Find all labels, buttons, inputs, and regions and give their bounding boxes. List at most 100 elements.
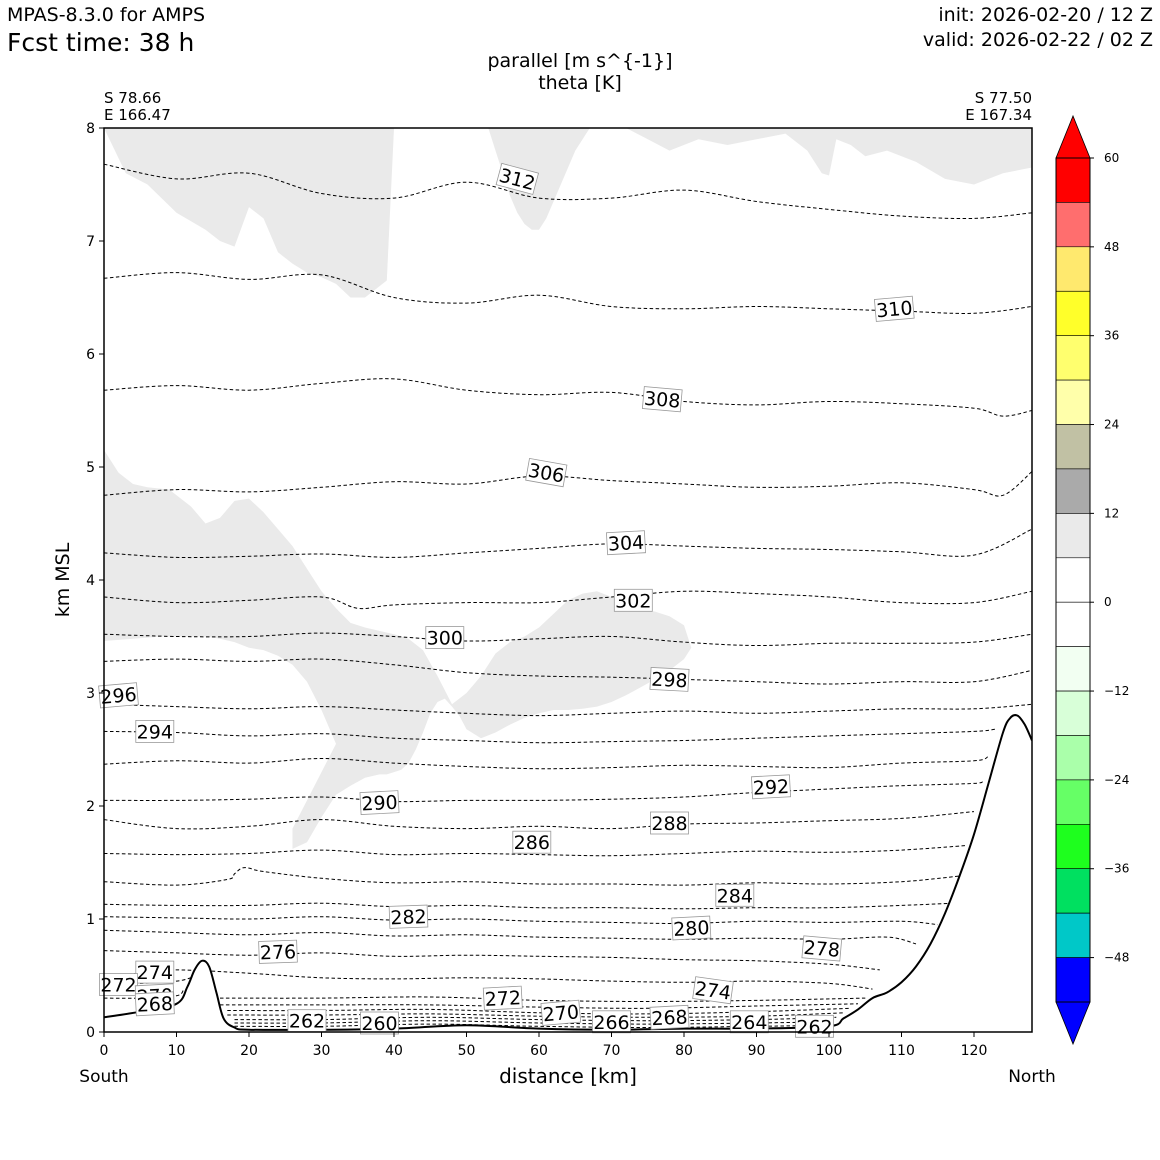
isentrope-296-20 — [104, 703, 1032, 717]
isentrope-304-24 — [104, 528, 1032, 559]
colorbar-segment-9 — [1055, 557, 1091, 603]
contour-label-text: 274 — [693, 978, 732, 1005]
contour-label-text: 300 — [427, 628, 463, 650]
contour-label-16: 280 — [671, 915, 712, 941]
contour-label-26: 268 — [649, 1004, 690, 1030]
left-direction-label: South — [79, 1067, 128, 1087]
contour-label-10: 292 — [751, 774, 791, 800]
colorbar-tick-label: 60 — [1104, 151, 1119, 165]
colorbar-segment-8 — [1055, 513, 1091, 559]
forecast-time: Fcst time: 38 h — [7, 28, 195, 57]
contour-label-8: 296 — [98, 682, 139, 709]
colorbar-segment-0 — [1055, 157, 1091, 203]
contour-label-29: 262 — [287, 1009, 327, 1033]
contour-label-text: 266 — [593, 1012, 629, 1034]
y-tick-label: 6 — [86, 347, 95, 363]
isentrope-278-11 — [104, 929, 917, 945]
wind-shade-upper-right — [626, 128, 1032, 185]
contour-label-9: 294 — [135, 720, 175, 743]
x-tick-label: 60 — [530, 1043, 548, 1059]
colorbar-segment-7 — [1055, 468, 1091, 514]
contour-label-text: 298 — [651, 668, 688, 692]
contour-label-text: 290 — [361, 792, 398, 816]
contour-label-27: 266 — [592, 1010, 631, 1034]
colorbar-extend-max — [1055, 114, 1091, 159]
x-tick-label: 10 — [168, 1043, 186, 1059]
x-tick-label: 110 — [888, 1043, 915, 1059]
x-tick-label: 0 — [100, 1043, 109, 1059]
contour-label-17: 278 — [801, 935, 843, 962]
x-axis-label: distance [km] — [499, 1064, 637, 1088]
colorbar-tick-label: −12 — [1104, 684, 1129, 698]
wind-shade-upper-left — [104, 128, 394, 298]
contour-label-text: 294 — [137, 721, 173, 743]
colorbar-segment-1 — [1055, 202, 1091, 248]
x-tick-label: 40 — [385, 1043, 403, 1059]
contour-label-text: 262 — [289, 1011, 325, 1033]
colorbar-tick-label: 24 — [1104, 418, 1119, 432]
left-end-lat: S 78.66 — [104, 89, 161, 107]
contour-label-24: 270 — [540, 999, 582, 1026]
colorbar-tick-label: 48 — [1104, 240, 1119, 254]
y-tick-label: 7 — [86, 234, 95, 250]
contour-label-text: 278 — [803, 937, 841, 962]
contour-label-text: 304 — [607, 532, 644, 556]
isentrope-286-15 — [104, 845, 967, 857]
contour-label-7: 298 — [649, 667, 690, 692]
isentrope-270-6 — [220, 1003, 859, 1009]
colorbar-segment-16 — [1055, 868, 1091, 914]
colorbar-segment-5 — [1055, 379, 1091, 425]
contour-label-text: 276 — [260, 941, 297, 964]
init-time: init: 2026-02-20 / 12 Z — [938, 4, 1153, 26]
y-tick-label: 3 — [86, 686, 95, 702]
colorbar-segment-12 — [1055, 690, 1091, 736]
isentrope-282-13 — [104, 902, 953, 910]
left-end-lon: E 166.47 — [104, 106, 171, 124]
contour-label-text: 280 — [673, 917, 710, 941]
isentrope-300-22 — [104, 632, 1032, 647]
isentrope-284-14 — [104, 867, 960, 886]
colorbar-segment-15 — [1055, 823, 1091, 869]
x-tick-label: 70 — [603, 1043, 621, 1059]
valid-time: valid: 2026-02-22 / 02 Z — [922, 29, 1153, 51]
colorbar-segment-18 — [1055, 957, 1091, 1003]
contour-label-text: 272 — [484, 987, 521, 1011]
right-direction-label: North — [1008, 1067, 1056, 1087]
colorbar-extend-min — [1055, 1001, 1091, 1046]
colorbar-segment-3 — [1055, 290, 1091, 336]
contour-label-text: 282 — [390, 906, 427, 929]
isentrope-276-10 — [104, 950, 880, 971]
contour-label-1: 310 — [873, 295, 915, 322]
contour-label-19: 274 — [135, 960, 175, 984]
contour-label-22: 272 — [482, 985, 523, 1011]
contour-label-text: 288 — [651, 813, 687, 835]
isentrope-312-28 — [104, 163, 1032, 220]
contour-label-14: 284 — [715, 883, 755, 907]
contour-label-13: 286 — [512, 830, 552, 854]
contour-label-text: 284 — [717, 885, 753, 907]
right-end-lat: S 77.50 — [975, 89, 1032, 107]
colorbar-segment-14 — [1055, 779, 1091, 825]
contour-label-text: 272 — [100, 975, 136, 997]
terrain-fill — [104, 715, 1032, 1032]
contour-label-text: 268 — [136, 993, 173, 1017]
x-tick-label: 80 — [675, 1043, 693, 1059]
x-tick-label: 90 — [748, 1043, 766, 1059]
colorbar-tick-label: −36 — [1104, 862, 1129, 876]
colorbar-frame — [1055, 157, 1091, 1003]
contour-label-text: 296 — [100, 684, 138, 709]
contour-label-text: 286 — [514, 832, 550, 854]
isentrope-294-19 — [104, 728, 996, 744]
isentrope-280-12 — [104, 916, 938, 926]
wind-shade-mid-left-plume — [104, 450, 692, 849]
contour-label-text: 260 — [361, 1013, 397, 1035]
x-tick-label: 50 — [458, 1043, 476, 1059]
contour-label-text: 268 — [651, 1006, 688, 1030]
colorbar-segment-6 — [1055, 424, 1091, 470]
y-tick-label: 8 — [86, 121, 95, 137]
contour-label-21: 272 — [99, 973, 138, 997]
contour-label-5: 302 — [613, 588, 653, 612]
colorbar-segment-11 — [1055, 646, 1091, 692]
contour-label-text: 310 — [875, 297, 913, 322]
